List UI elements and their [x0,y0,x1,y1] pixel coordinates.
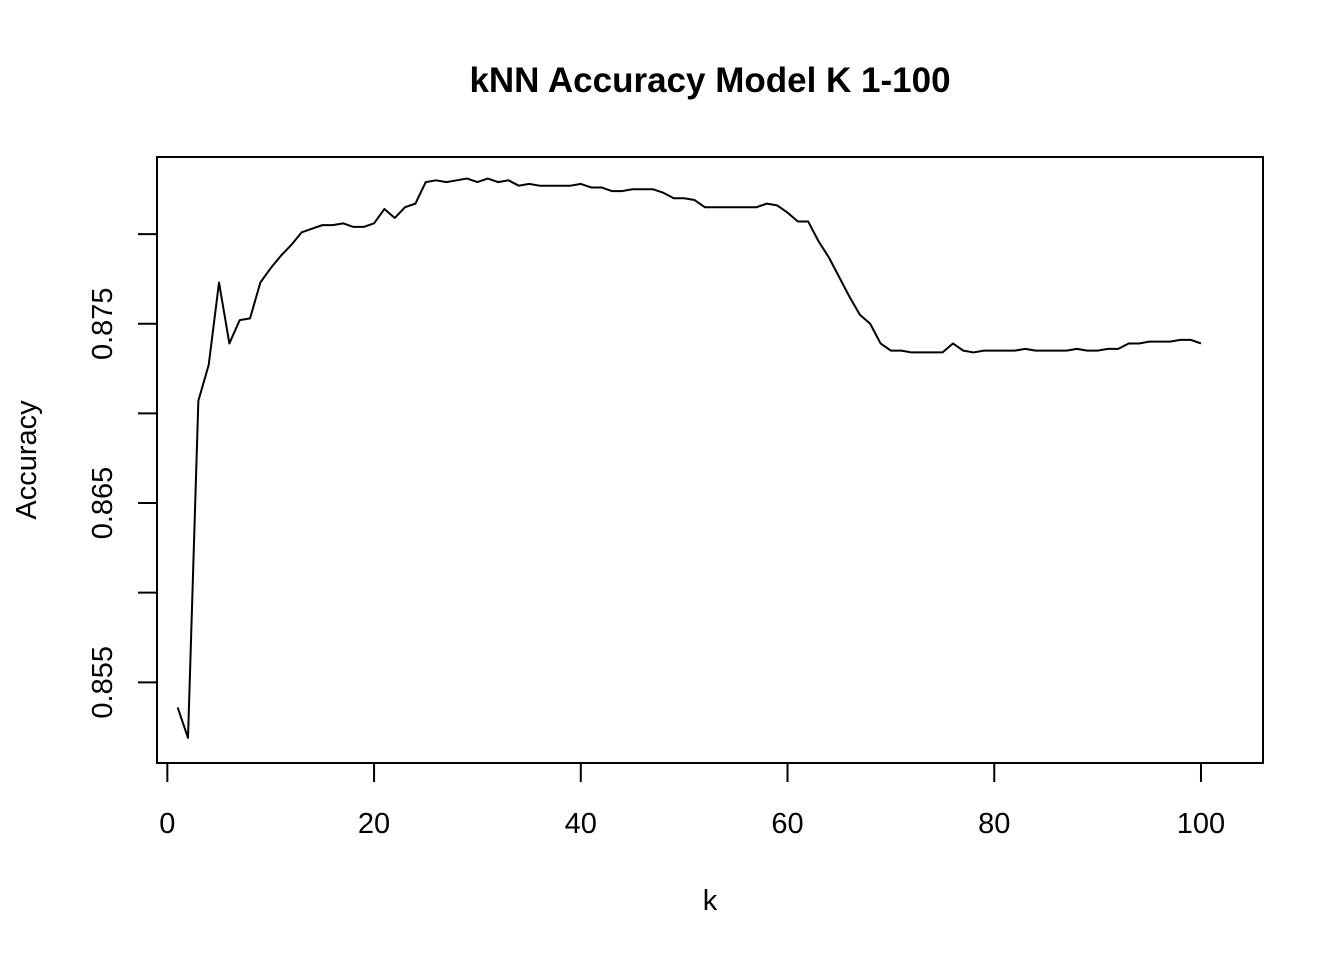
x-axis: 0 20 40 60 80 100 [159,762,1225,840]
series-line [176,177,1202,739]
y-tick-label: 0.855 [87,646,119,719]
plot-frame [156,156,1264,764]
x-tick-label: 60 [771,808,803,840]
y-axis-label: Accuracy [11,400,43,520]
x-tick-label: 20 [358,808,390,840]
x-axis-label: k [703,885,718,917]
series-layer [176,177,1202,739]
x-tick-label: 40 [565,808,597,840]
x-tick-label: 100 [1177,808,1225,840]
x-tick-label: 0 [159,808,175,840]
y-tick-label: 0.875 [87,287,119,360]
y-axis: 0.855 0.865 0.875 [87,233,158,719]
y-tick-label: 0.865 [87,467,119,540]
chart-title: kNN Accuracy Model K 1-100 [469,61,950,100]
x-tick-label: 80 [978,808,1010,840]
